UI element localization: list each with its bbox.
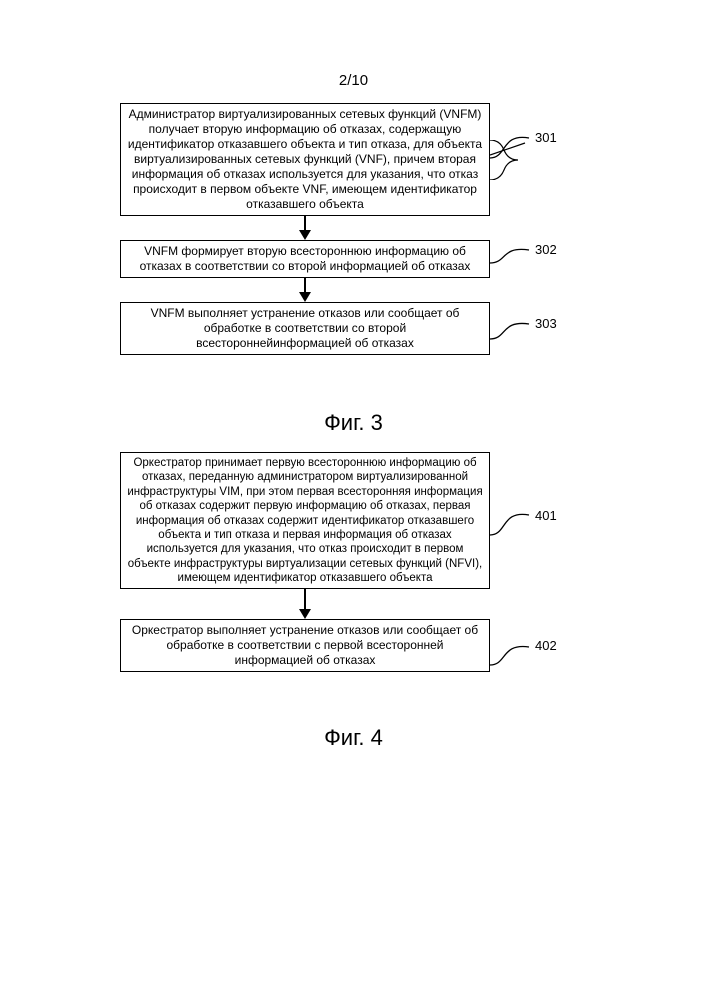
leader-301 <box>489 103 549 223</box>
label-301: 301 <box>535 130 557 145</box>
fig4-caption: Фиг. 4 <box>0 725 707 751</box>
fig3-box-301: Администратор виртуализированных сетевых… <box>120 103 490 216</box>
label-302: 302 <box>535 242 557 257</box>
fig4-box-401: Оркестратор принимает первую всесторонню… <box>120 452 490 589</box>
label-303: 303 <box>535 316 557 331</box>
fig4-box-402: Оркестратор выполняет устранение отказов… <box>120 619 490 672</box>
label-401: 401 <box>535 508 557 523</box>
fig3-caption: Фиг. 3 <box>0 410 707 436</box>
page-number: 2/10 <box>0 72 707 89</box>
fig3-box-303: VNFM выполняет устранение отказов или со… <box>120 302 490 355</box>
fig3-arrow-2 <box>120 278 490 302</box>
fig3-box-302: VNFM формирует вторую всестороннюю инфор… <box>120 240 490 278</box>
fig3-arrow-1 <box>120 216 490 240</box>
fig4-arrow-1 <box>120 589 490 619</box>
label-402: 402 <box>535 638 557 653</box>
